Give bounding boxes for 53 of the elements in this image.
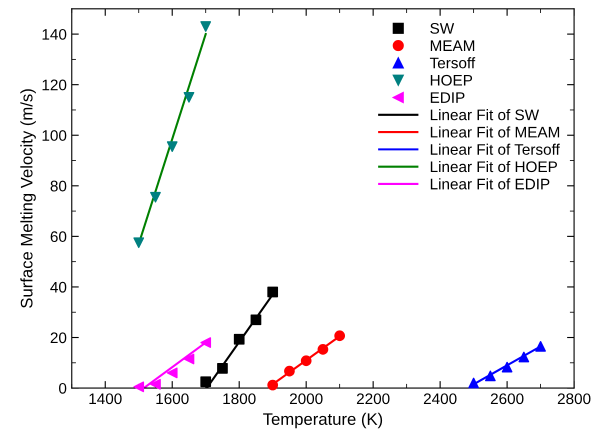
legend-label: SW: [430, 22, 454, 34]
point: [318, 344, 328, 355]
point: [217, 363, 228, 374]
y-tick-label: 40: [50, 282, 66, 293]
point: [150, 378, 161, 390]
legend-label: Linear Fit of EDIP: [430, 178, 550, 190]
y-tick-label: 20: [50, 332, 66, 344]
y-tick-label: 120: [42, 80, 66, 90]
point: [485, 370, 496, 382]
y-tick-label: 140: [42, 28, 66, 40]
point: [284, 366, 295, 376]
legend-label: Linear Fit of HOEP: [430, 160, 557, 172]
legend-label: EDIP: [430, 92, 464, 103]
point: [200, 337, 212, 348]
point: [133, 237, 144, 248]
y-tick-label: 0: [59, 382, 66, 394]
point: [267, 286, 278, 298]
legend-label: HOEP: [430, 74, 472, 86]
x-tick-label: 2200: [356, 393, 390, 404]
x-tick-label: 1600: [156, 393, 189, 404]
point: [200, 21, 212, 32]
x-axis-title: Temperature (K): [263, 412, 382, 428]
x-tick-label: 2800: [558, 393, 590, 404]
legend-label: Tersoff: [430, 57, 476, 68]
point: [300, 355, 312, 366]
point: [468, 378, 479, 388]
legend-label: Linear Fit of SW: [430, 109, 540, 120]
x-tick-label: 2600: [490, 393, 524, 404]
x-tick-label: 1400: [89, 393, 122, 404]
legend-label: MEAM: [430, 40, 474, 51]
point: [166, 368, 178, 378]
point: [267, 380, 278, 390]
y-tick-label: 80: [50, 180, 66, 192]
y-axis-title: Surface Melting Velocity (m/s): [20, 89, 36, 308]
point: [334, 330, 346, 342]
x-tick-label: 2400: [424, 393, 457, 404]
point: [518, 352, 530, 362]
point: [250, 314, 262, 326]
point: [150, 192, 161, 203]
point: [200, 376, 212, 388]
point: [133, 381, 144, 392]
y-tick-label: 60: [50, 231, 66, 242]
x-tick-label: 1800: [223, 393, 256, 404]
point: [166, 141, 178, 152]
legend-label: Linear Fit of Tersoff: [430, 144, 560, 155]
point: [535, 341, 546, 352]
point: [184, 354, 194, 364]
x-tick-label: 2000: [290, 393, 323, 404]
point: [184, 92, 194, 103]
y-tick-label: 100: [42, 130, 66, 141]
legend-label: Linear Fit of MEAM: [430, 126, 560, 138]
point: [234, 334, 245, 345]
point: [502, 362, 512, 372]
